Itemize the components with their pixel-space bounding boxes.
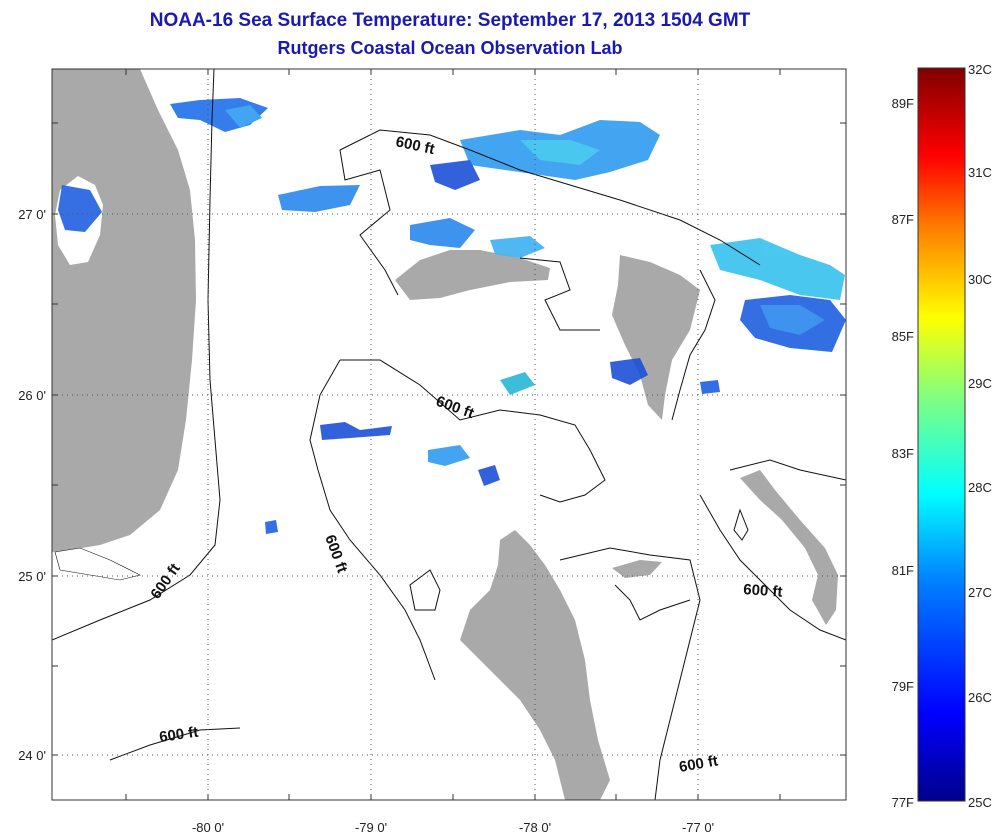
colorbar-f-label: 89F (892, 96, 914, 111)
lon-tick-labels: -80 0' -79 0' -78 0' -77 0' (192, 820, 714, 835)
lat-tick-label: 26 0' (18, 388, 46, 403)
lon-tick-label: -79 0' (355, 820, 387, 835)
chart-subtitle: Rutgers Coastal Ocean Observation Lab (277, 38, 623, 58)
lon-tick-label: -77 0' (682, 820, 714, 835)
sst-patches (58, 98, 846, 534)
frame-ticks (52, 69, 846, 800)
colorbar-f-label: 77F (892, 795, 914, 810)
lat-tick-labels: 27 0' 26 0' 25 0' 24 0' (18, 207, 46, 763)
lat-tick-label: 27 0' (18, 207, 46, 222)
colorbar (917, 67, 966, 802)
chart-title: NOAA-16 Sea Surface Temperature: Septemb… (149, 10, 751, 31)
eleuthera-land (740, 470, 838, 625)
contour-label: 600 ft (743, 581, 783, 601)
colorbar-c-label: 31C (968, 165, 992, 180)
colorbar-f-label: 87F (892, 212, 914, 227)
grand-bahama-land (395, 250, 550, 300)
colorbar-c-label: 29C (968, 376, 992, 391)
lon-tick-label: -80 0' (192, 820, 224, 835)
colorbar-f-label: 79F (892, 679, 914, 694)
lon-tick-label: -78 0' (519, 820, 551, 835)
colorbar-c-label: 25C (968, 795, 992, 810)
colorbar-fahrenheit-labels: 89F 87F 85F 83F 81F 79F 77F (892, 96, 914, 810)
colorbar-c-label: 32C (968, 62, 992, 77)
depth-contours (52, 69, 846, 800)
lat-tick-label: 24 0' (18, 748, 46, 763)
abaco-land (612, 255, 700, 420)
colorbar-f-label: 83F (892, 446, 914, 461)
small-island (612, 560, 662, 578)
contour-label: 600 ft (678, 752, 720, 776)
map-frame (51, 68, 847, 801)
florida-keys (54, 547, 141, 581)
contour-label: 600 ft (158, 724, 199, 746)
colorbar-c-label: 28C (968, 480, 992, 495)
colorbar-f-label: 85F (892, 329, 914, 344)
colorbar-c-label: 30C (968, 272, 992, 287)
lat-lon-grid (52, 69, 846, 800)
colorbar-c-label: 27C (968, 585, 992, 600)
colorbar-f-label: 81F (892, 563, 914, 578)
colorbar-c-label: 26C (968, 690, 992, 705)
colorbar-celsius-labels: 32C 31C 30C 29C 28C 27C 26C 25C (968, 62, 992, 810)
lat-tick-label: 25 0' (18, 569, 46, 584)
